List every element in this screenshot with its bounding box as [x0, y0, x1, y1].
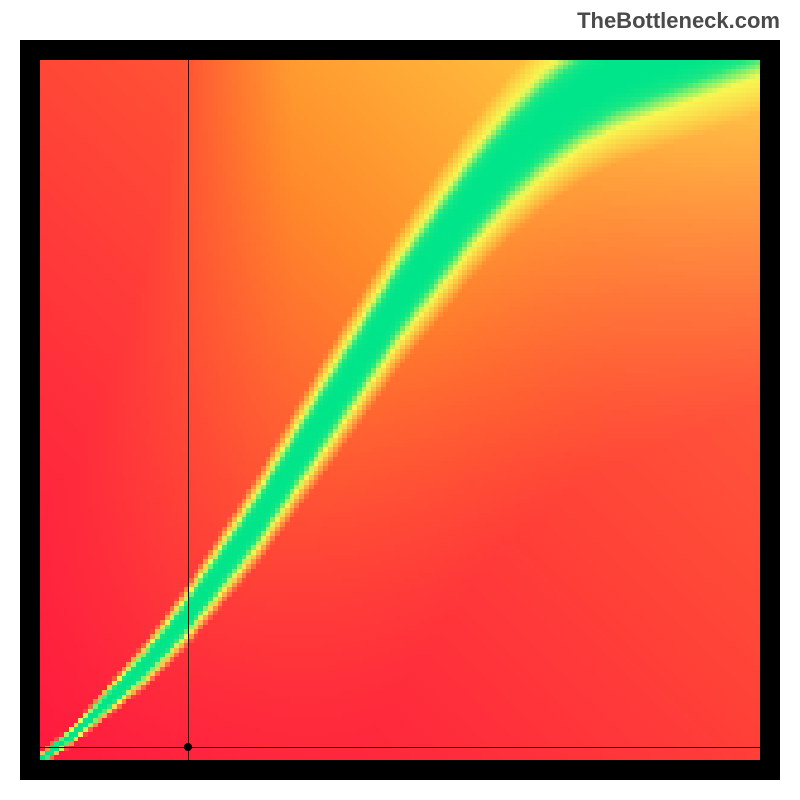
heatmap-plot [20, 40, 780, 780]
crosshair-vertical [188, 60, 189, 760]
watermark: TheBottleneck.com [577, 8, 780, 34]
heatmap-canvas [20, 40, 780, 780]
crosshair-horizontal [40, 747, 760, 748]
crosshair-marker-dot [184, 743, 192, 751]
